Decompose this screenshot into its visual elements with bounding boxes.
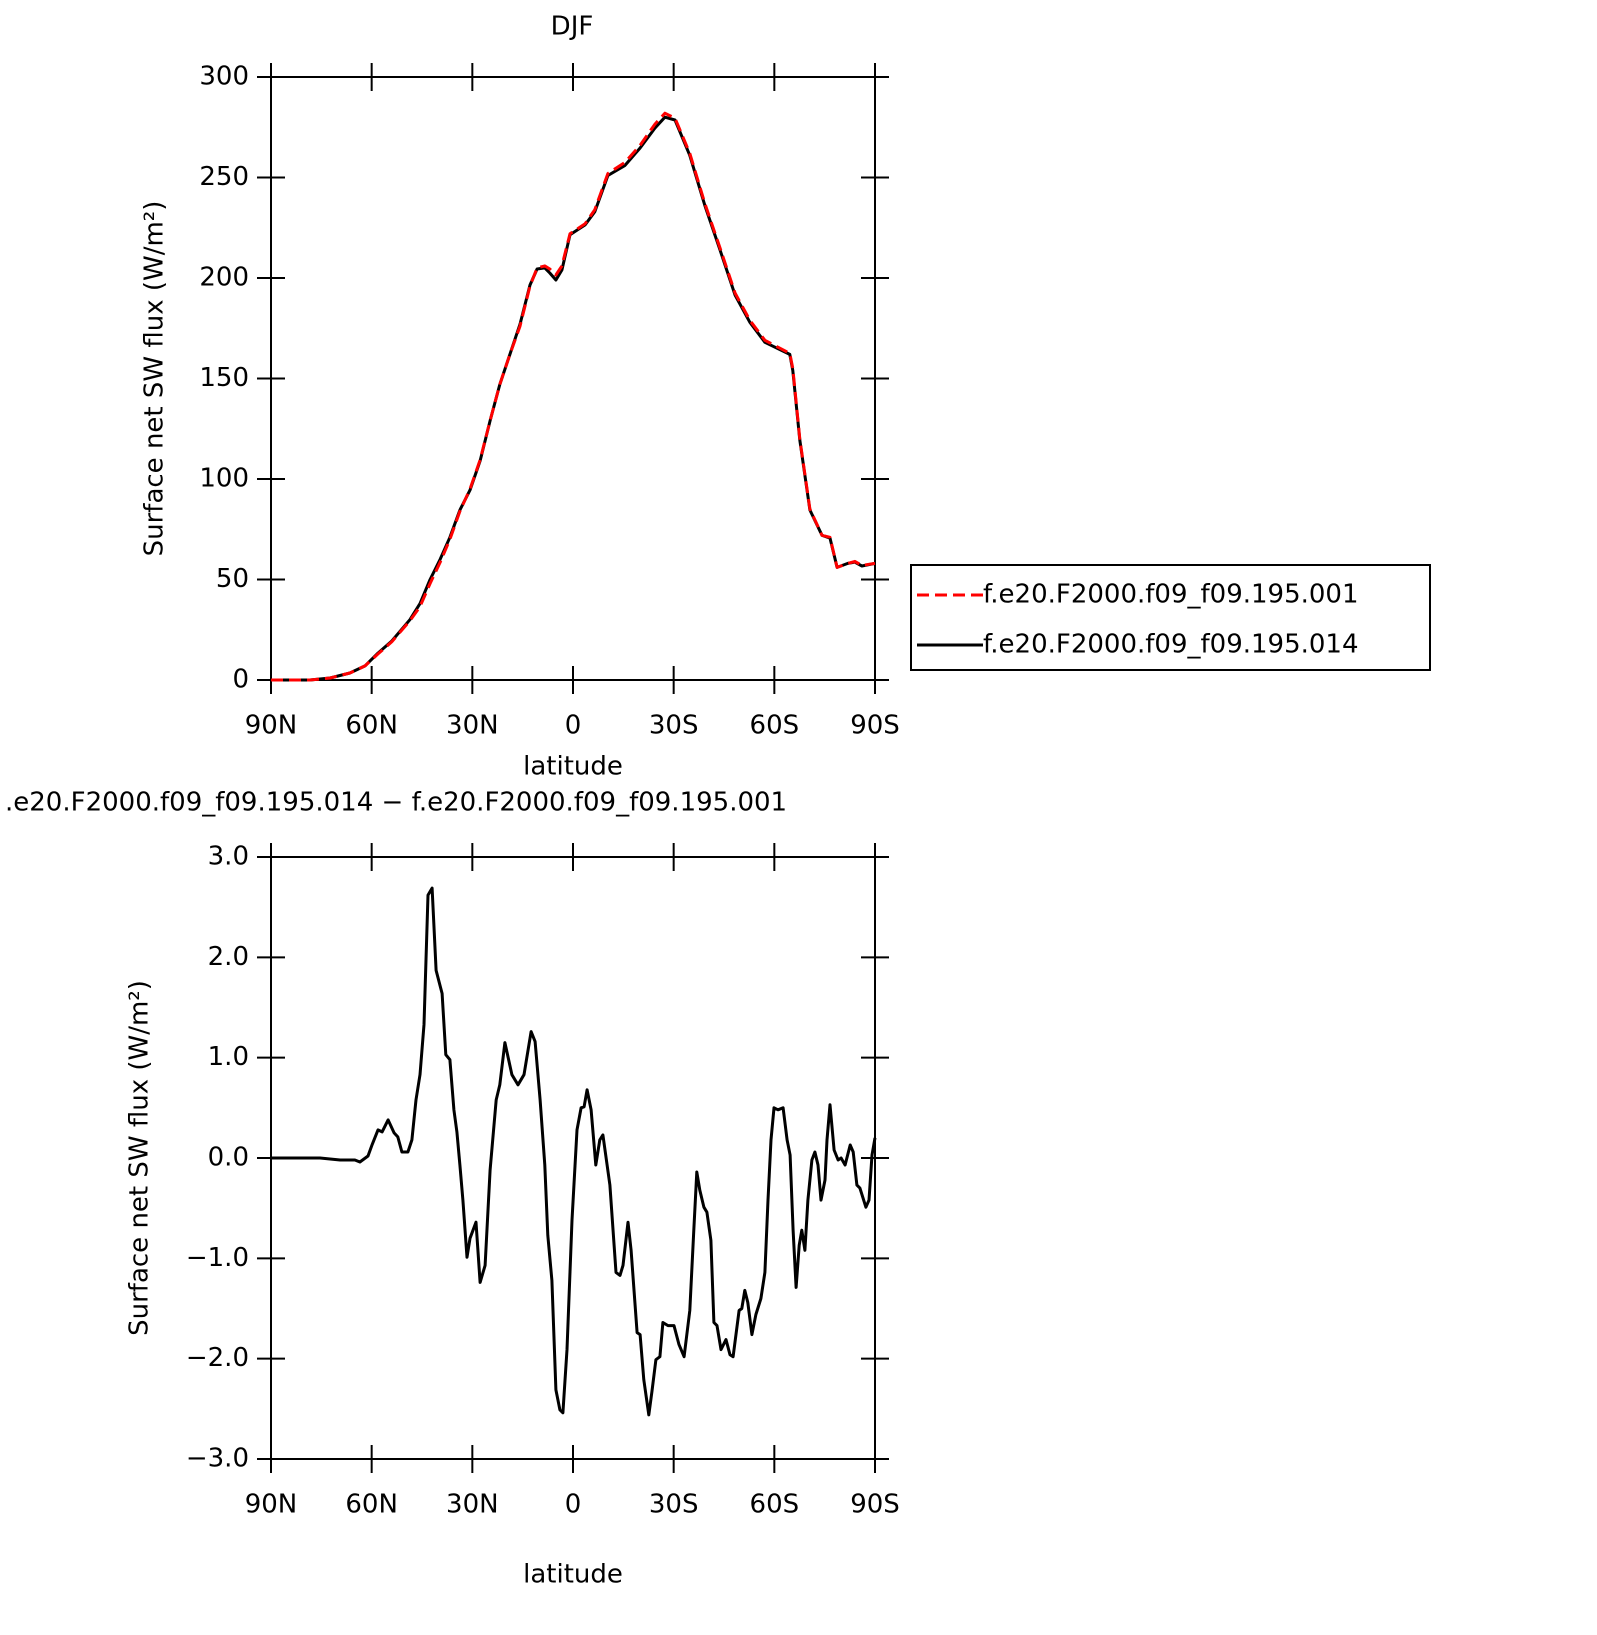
- data-line: [271, 111, 876, 682]
- y-tick-label: 2.0: [208, 942, 249, 972]
- legend-label: f.e20.F2000.f09_f09.195.014: [983, 630, 1359, 660]
- x-tick-label: 60S: [750, 1490, 800, 1520]
- x-tick-label: 0: [565, 711, 582, 741]
- y-tick-label: 0: [232, 665, 249, 695]
- x-tick-label: 60N: [345, 711, 398, 741]
- data-line: [271, 886, 877, 1417]
- y-tick-label: 250: [199, 162, 249, 192]
- y-tick-label: 100: [199, 464, 249, 494]
- y-tick-label: −3.0: [186, 1444, 249, 1474]
- plot-frame: [270, 856, 876, 1460]
- y-axis-label: Surface net SW flux (W/m²): [140, 201, 170, 557]
- x-tick-label: 60S: [750, 711, 800, 741]
- y-tick-label: 300: [199, 62, 249, 92]
- y-tick-label: 150: [199, 363, 249, 393]
- x-tick-label: 30N: [446, 1490, 499, 1520]
- x-tick-label: 90S: [850, 711, 900, 741]
- plot-frame: [270, 76, 876, 681]
- y-tick-label: 3.0: [208, 842, 249, 872]
- x-axis-label: latitude: [523, 1560, 623, 1590]
- x-tick-label: 90N: [245, 1490, 298, 1520]
- chart-title: .e20.F2000.f09_f09.195.014 − f.e20.F2000…: [5, 788, 787, 818]
- x-tick-label: 60N: [345, 1490, 398, 1520]
- y-tick-label: 0.0: [208, 1143, 249, 1173]
- chart-title: DJF: [551, 12, 594, 42]
- x-tick-label: 30S: [649, 1490, 699, 1520]
- x-tick-label: 90N: [245, 711, 298, 741]
- data-line: [271, 115, 876, 682]
- x-tick-label: 0: [565, 1490, 582, 1520]
- y-tick-label: 1.0: [208, 1042, 249, 1072]
- y-tick-label: −2.0: [186, 1343, 249, 1373]
- y-axis-label: Surface net SW flux (W/m²): [125, 980, 155, 1336]
- y-tick-label: 50: [216, 564, 249, 594]
- y-tick-label: −1.0: [186, 1243, 249, 1273]
- x-tick-label: 90S: [850, 1490, 900, 1520]
- legend-box: [910, 564, 1431, 671]
- x-axis-label: latitude: [523, 752, 623, 782]
- x-tick-label: 30N: [446, 711, 499, 741]
- x-tick-label: 30S: [649, 711, 699, 741]
- legend-label: f.e20.F2000.f09_f09.195.001: [983, 580, 1359, 610]
- y-tick-label: 200: [199, 263, 249, 293]
